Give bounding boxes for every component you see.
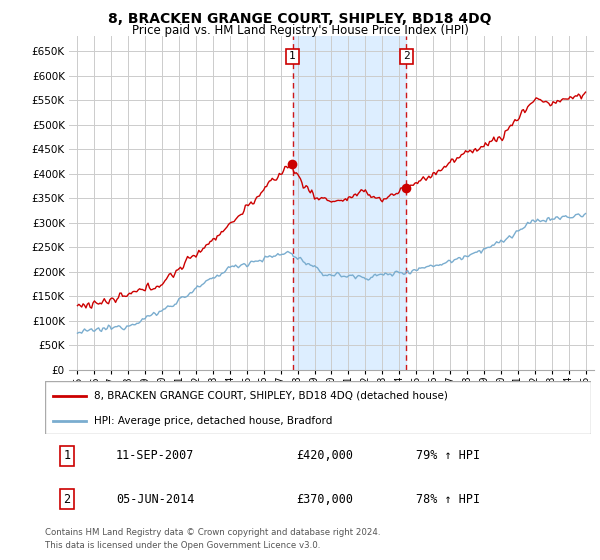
Text: 05-JUN-2014: 05-JUN-2014 xyxy=(116,493,194,506)
FancyBboxPatch shape xyxy=(45,381,591,434)
Bar xyxy=(293,36,406,370)
Text: £370,000: £370,000 xyxy=(296,493,353,506)
Text: £420,000: £420,000 xyxy=(296,449,353,463)
Text: 2: 2 xyxy=(403,52,410,62)
Text: 1: 1 xyxy=(63,449,70,463)
Text: 78% ↑ HPI: 78% ↑ HPI xyxy=(416,493,481,506)
Text: Contains HM Land Registry data © Crown copyright and database right 2024.
This d: Contains HM Land Registry data © Crown c… xyxy=(45,528,380,550)
Text: Price paid vs. HM Land Registry's House Price Index (HPI): Price paid vs. HM Land Registry's House … xyxy=(131,24,469,37)
Text: 8, BRACKEN GRANGE COURT, SHIPLEY, BD18 4DQ: 8, BRACKEN GRANGE COURT, SHIPLEY, BD18 4… xyxy=(108,12,492,26)
Text: 11-SEP-2007: 11-SEP-2007 xyxy=(116,449,194,463)
Text: 2: 2 xyxy=(63,493,70,506)
Text: HPI: Average price, detached house, Bradford: HPI: Average price, detached house, Brad… xyxy=(94,416,332,426)
Text: 8, BRACKEN GRANGE COURT, SHIPLEY, BD18 4DQ (detached house): 8, BRACKEN GRANGE COURT, SHIPLEY, BD18 4… xyxy=(94,391,448,401)
Text: 1: 1 xyxy=(289,52,296,62)
Text: 79% ↑ HPI: 79% ↑ HPI xyxy=(416,449,481,463)
